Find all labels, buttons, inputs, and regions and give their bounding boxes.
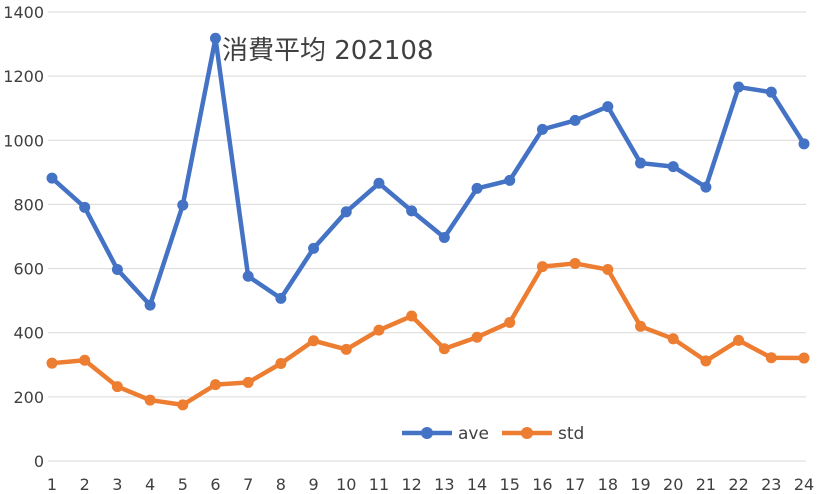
data-point-std xyxy=(471,331,483,343)
chart-title: 消費平均 202108 xyxy=(222,36,434,66)
data-point-std xyxy=(504,316,516,328)
x-tick-label: 5 xyxy=(178,475,188,494)
legend: ave std xyxy=(402,424,584,444)
data-point-std xyxy=(275,358,287,370)
x-tick-label: 7 xyxy=(243,475,253,494)
y-tick-label: 1400 xyxy=(3,3,44,22)
data-point-std xyxy=(79,354,91,366)
x-tick-label: 18 xyxy=(598,475,618,494)
data-point-std xyxy=(798,352,810,364)
data-point-std xyxy=(733,334,745,346)
data-point-std xyxy=(635,320,647,332)
data-point-std xyxy=(667,333,679,345)
data-point-std xyxy=(765,352,777,364)
data-point-ave xyxy=(798,138,810,150)
data-point-ave xyxy=(504,174,516,186)
data-point-ave xyxy=(406,205,418,217)
data-point-ave xyxy=(635,157,647,169)
y-tick-label: 600 xyxy=(13,260,44,279)
data-point-std xyxy=(46,357,58,369)
x-tick-label: 1 xyxy=(47,475,57,494)
x-tick-label: 17 xyxy=(565,475,585,494)
x-tick-label: 23 xyxy=(761,475,781,494)
data-point-std xyxy=(602,264,614,276)
series-layer xyxy=(46,32,810,411)
data-point-ave xyxy=(144,299,156,311)
legend-item-ave: ave xyxy=(402,424,489,444)
legend-swatch-marker xyxy=(421,427,433,439)
x-tick-label: 19 xyxy=(630,475,650,494)
data-point-std xyxy=(111,381,123,393)
data-point-ave xyxy=(373,177,385,189)
data-point-std xyxy=(373,324,385,336)
x-tick-label: 8 xyxy=(276,475,286,494)
data-point-std xyxy=(177,399,189,411)
data-point-ave xyxy=(111,264,123,276)
data-point-std xyxy=(700,355,712,367)
data-point-std xyxy=(340,343,352,355)
data-point-ave xyxy=(569,114,581,126)
data-point-ave xyxy=(438,231,450,243)
data-point-ave xyxy=(733,81,745,93)
data-point-ave xyxy=(340,206,352,218)
data-point-ave xyxy=(765,86,777,98)
x-tick-label: 3 xyxy=(112,475,122,494)
data-point-ave xyxy=(177,199,189,211)
data-point-ave xyxy=(209,32,221,44)
data-point-std xyxy=(209,379,221,391)
data-point-std xyxy=(406,310,418,322)
data-point-ave xyxy=(602,101,614,113)
x-tick-label: 13 xyxy=(434,475,454,494)
data-point-ave xyxy=(471,182,483,194)
data-point-ave xyxy=(667,161,679,173)
series-std xyxy=(46,257,810,411)
y-tick-label: 400 xyxy=(13,324,44,343)
x-tick-label: 10 xyxy=(336,475,356,494)
data-point-ave xyxy=(536,123,548,135)
series-line-ave xyxy=(49,36,807,308)
data-point-std xyxy=(144,394,156,406)
x-tick-label: 21 xyxy=(696,475,716,494)
y-axis-ticks: 0 200 400 600 800 1000 1200 1400 xyxy=(3,3,44,471)
data-point-std xyxy=(438,343,450,355)
y-tick-label: 200 xyxy=(13,388,44,407)
x-tick-label: 14 xyxy=(467,475,487,494)
x-tick-label: 9 xyxy=(308,475,318,494)
data-point-ave xyxy=(79,201,91,213)
x-tick-label: 20 xyxy=(663,475,683,494)
data-point-std xyxy=(536,261,548,273)
y-tick-label: 0 xyxy=(34,452,44,471)
data-point-std xyxy=(569,257,581,269)
gridlines xyxy=(48,11,806,462)
y-tick-label: 800 xyxy=(13,195,44,214)
x-tick-label: 6 xyxy=(210,475,220,494)
x-tick-label: 11 xyxy=(369,475,389,494)
data-point-std xyxy=(308,335,320,347)
x-tick-label: 22 xyxy=(728,475,748,494)
y-tick-label: 1000 xyxy=(3,131,44,150)
x-tick-label: 2 xyxy=(80,475,90,494)
x-tick-label: 15 xyxy=(500,475,520,494)
x-tick-label: 16 xyxy=(532,475,552,494)
data-point-std xyxy=(242,376,254,388)
x-tick-label: 4 xyxy=(145,475,155,494)
data-point-ave xyxy=(242,270,254,282)
x-axis-ticks: 1 2 3 4 5 6 7 8 9 10 11 12 13 14 15 16 17 18 19 20 21 22 23 24 xyxy=(47,475,814,494)
x-tick-label: 24 xyxy=(794,475,814,494)
series-ave xyxy=(46,32,810,311)
legend-item-std: std xyxy=(502,424,584,444)
x-tick-label: 12 xyxy=(401,475,421,494)
data-point-ave xyxy=(700,181,712,193)
data-point-ave xyxy=(308,242,320,254)
legend-label: ave xyxy=(458,424,489,444)
legend-swatch-marker xyxy=(521,427,533,439)
y-tick-label: 1200 xyxy=(3,67,44,86)
data-point-ave xyxy=(46,172,58,184)
series-line-std xyxy=(49,261,807,408)
legend-label: std xyxy=(558,424,584,444)
data-point-ave xyxy=(275,292,287,304)
